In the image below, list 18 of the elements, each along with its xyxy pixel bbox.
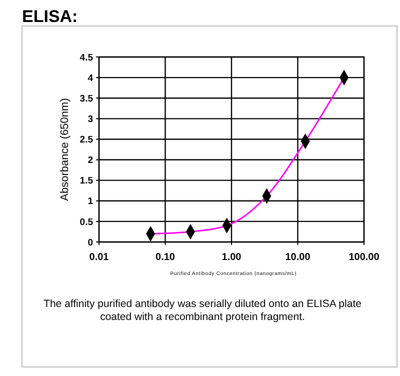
y-axis-title: Absorbance (650nm) <box>59 98 71 201</box>
y-tick-label: 0 <box>88 237 93 248</box>
x-tick-label: 10.00 <box>285 252 311 263</box>
text: The affinity purified antibody was serially diluted onto an ELISA plate coated with a recombinant protein fragment. <box>42 298 362 324</box>
y-tick-label: 1.5 <box>80 176 94 187</box>
x-tick-label: 0.01 <box>89 252 110 263</box>
y-tick-label: 4 <box>88 72 94 84</box>
y-tick-label: 3 <box>88 114 93 125</box>
y-tick-label: 1 <box>88 196 94 208</box>
x-tick-label: 100.00 <box>348 252 380 263</box>
y-tick-label: 4.5 <box>80 52 94 64</box>
y-tick-label: 0.5 <box>80 216 94 228</box>
chart-title: ELISA: <box>22 7 78 26</box>
x-tick-label: 0.10 <box>156 252 176 263</box>
x-tick-label: 1.00 <box>222 252 242 263</box>
y-tick-label: 2 <box>88 155 93 166</box>
y-tick-label: 2.5 <box>80 134 94 146</box>
y-tick-label: 3.5 <box>80 93 94 104</box>
